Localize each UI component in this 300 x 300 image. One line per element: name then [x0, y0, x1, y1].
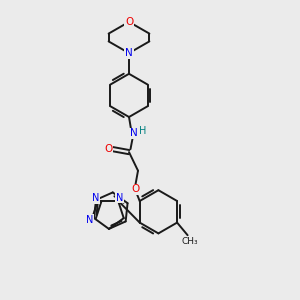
- Text: O: O: [131, 184, 139, 194]
- Text: H: H: [140, 125, 147, 136]
- Text: N: N: [116, 193, 123, 203]
- Text: CH₃: CH₃: [182, 237, 198, 246]
- Text: N: N: [86, 214, 93, 225]
- Text: N: N: [130, 128, 137, 139]
- Text: O: O: [104, 144, 113, 154]
- Text: O: O: [125, 17, 133, 27]
- Text: N: N: [92, 193, 100, 203]
- Text: N: N: [125, 48, 133, 58]
